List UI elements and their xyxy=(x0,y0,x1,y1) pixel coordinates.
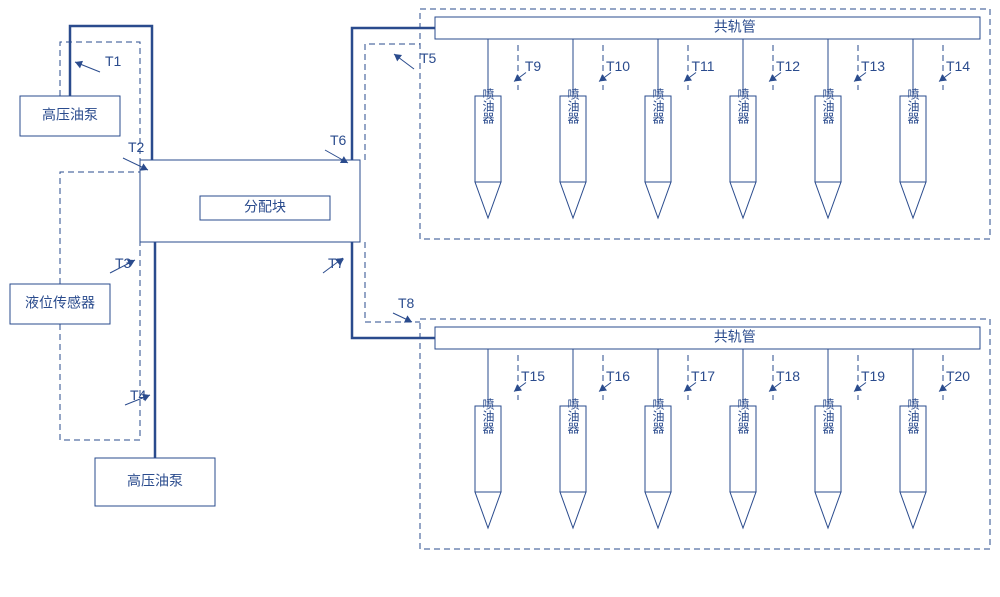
svg-text:喷油器: 喷油器 xyxy=(821,88,835,125)
svg-text:T12: T12 xyxy=(776,58,800,74)
svg-text:液位传感器: 液位传感器 xyxy=(25,295,95,311)
svg-text:喷油器: 喷油器 xyxy=(651,88,665,125)
svg-text:T1: T1 xyxy=(105,53,122,69)
svg-text:喷油器: 喷油器 xyxy=(736,88,750,125)
svg-text:T13: T13 xyxy=(861,58,885,74)
svg-text:T5: T5 xyxy=(420,50,437,66)
svg-text:共轨管: 共轨管 xyxy=(714,329,756,345)
svg-text:T10: T10 xyxy=(606,58,630,74)
svg-text:喷油器: 喷油器 xyxy=(906,88,920,125)
svg-text:T15: T15 xyxy=(521,368,545,384)
svg-text:分配块: 分配块 xyxy=(244,199,286,215)
svg-text:高压油泵: 高压油泵 xyxy=(42,107,98,123)
svg-text:喷油器: 喷油器 xyxy=(651,398,665,435)
svg-text:T8: T8 xyxy=(398,295,415,311)
svg-text:T20: T20 xyxy=(946,368,970,384)
svg-text:喷油器: 喷油器 xyxy=(736,398,750,435)
rail-top xyxy=(435,17,980,39)
svg-text:喷油器: 喷油器 xyxy=(821,398,835,435)
svg-text:喷油器: 喷油器 xyxy=(566,88,580,125)
svg-text:喷油器: 喷油器 xyxy=(481,398,495,435)
svg-text:T14: T14 xyxy=(946,58,970,74)
svg-text:T18: T18 xyxy=(776,368,800,384)
rail-bottom xyxy=(435,327,980,349)
svg-text:T16: T16 xyxy=(606,368,630,384)
svg-text:共轨管: 共轨管 xyxy=(714,19,756,35)
svg-text:T17: T17 xyxy=(691,368,715,384)
svg-text:T19: T19 xyxy=(861,368,885,384)
svg-text:喷油器: 喷油器 xyxy=(481,88,495,125)
svg-text:高压油泵: 高压油泵 xyxy=(127,473,183,489)
svg-text:T11: T11 xyxy=(691,58,714,74)
svg-text:T9: T9 xyxy=(525,58,542,74)
svg-text:T2: T2 xyxy=(128,139,145,155)
svg-text:T6: T6 xyxy=(330,132,347,148)
svg-text:喷油器: 喷油器 xyxy=(566,398,580,435)
svg-text:喷油器: 喷油器 xyxy=(906,398,920,435)
